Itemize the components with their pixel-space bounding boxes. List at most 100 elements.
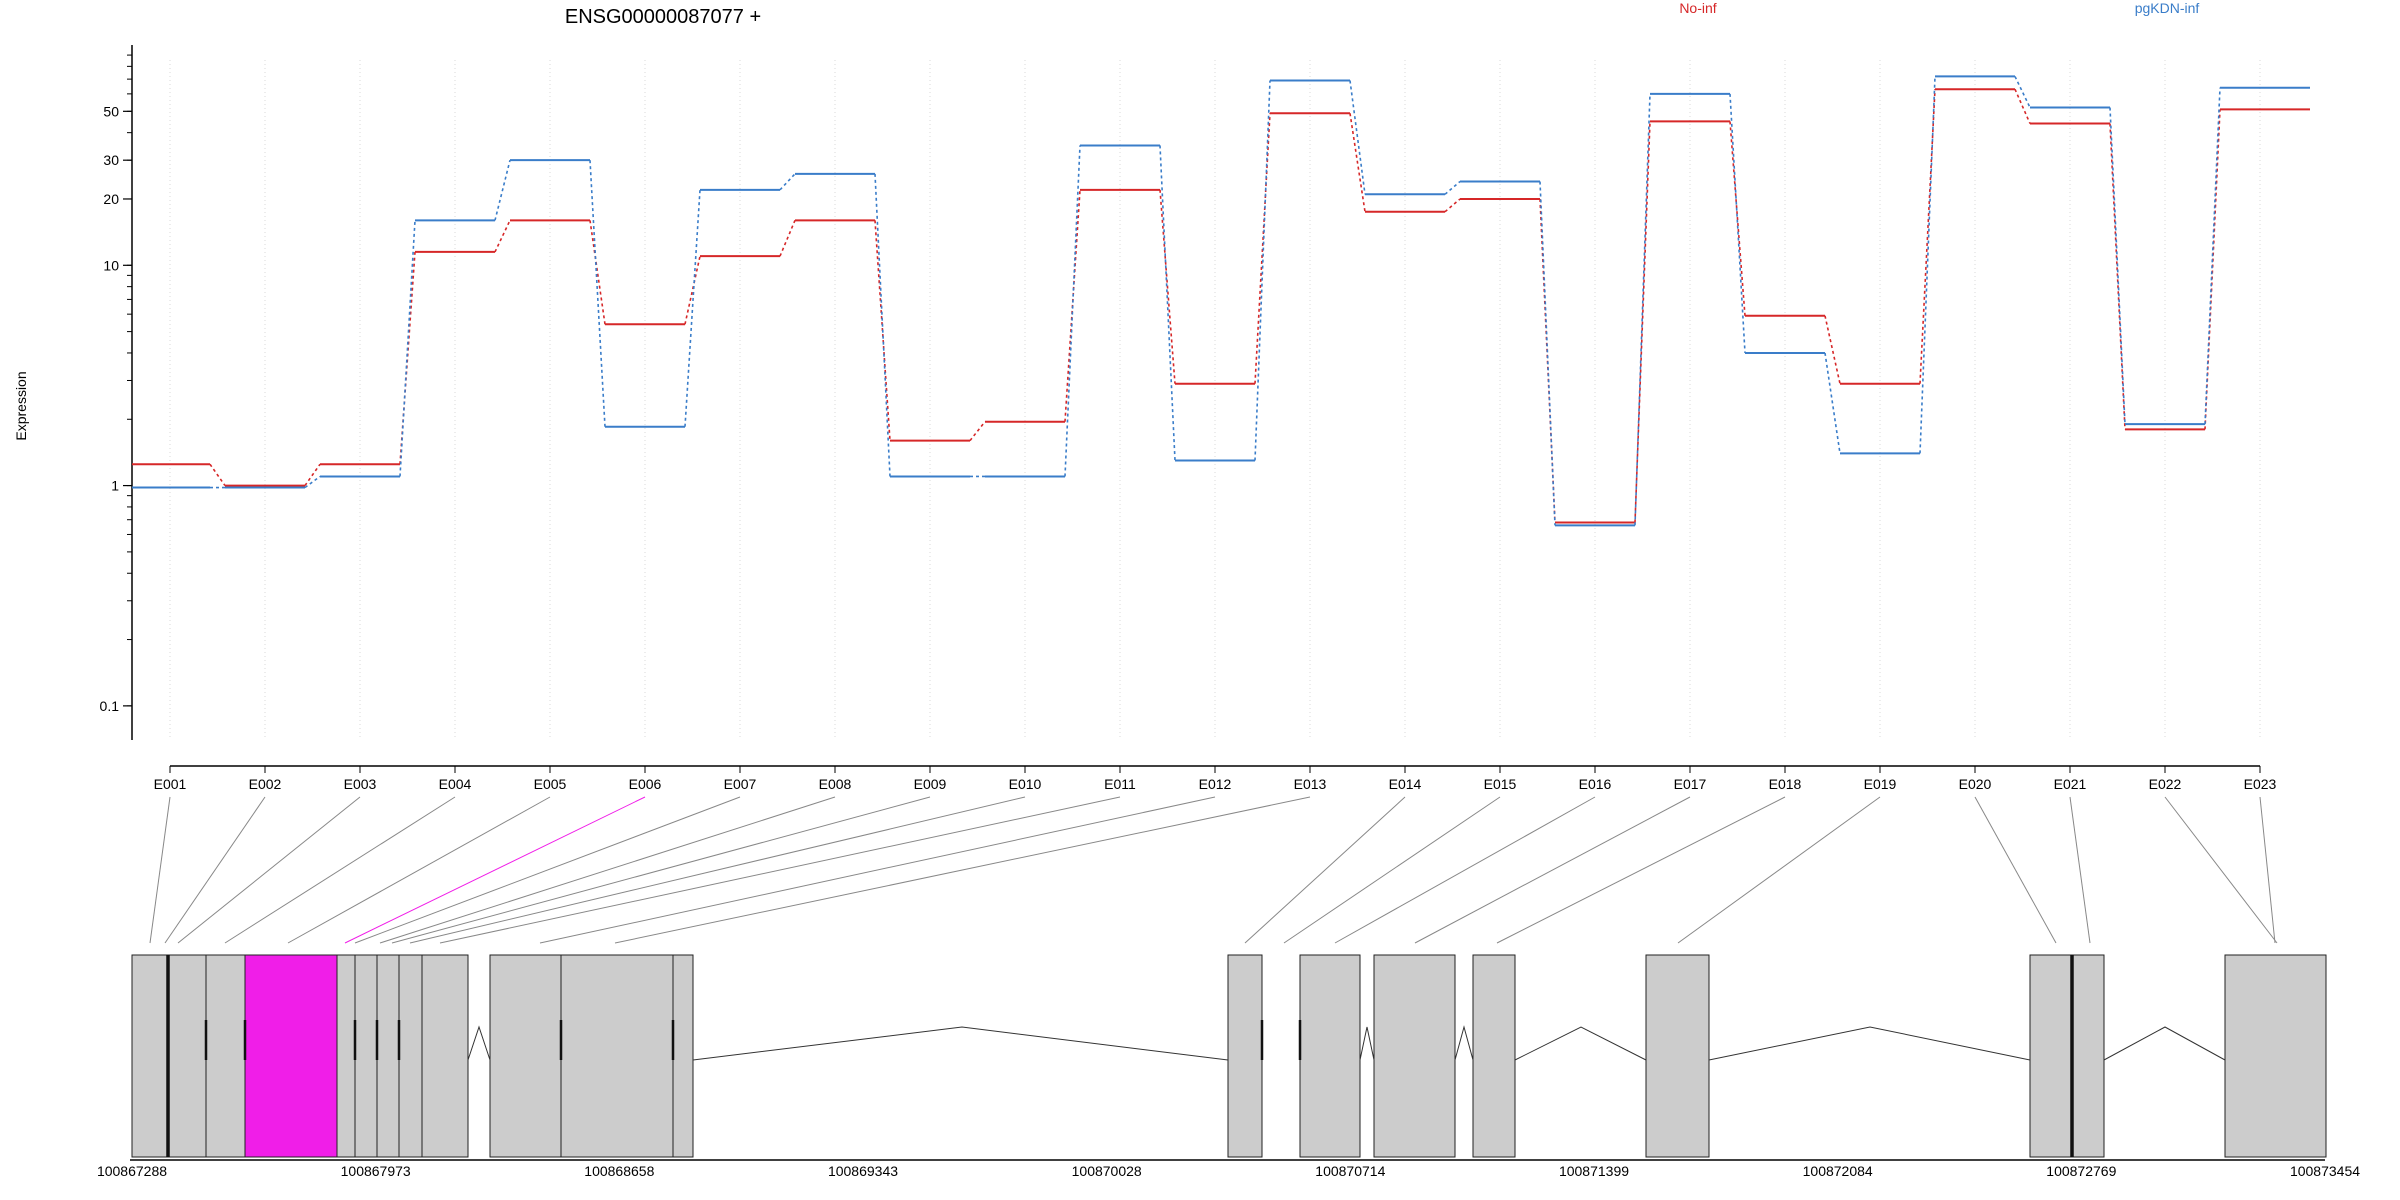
x-tick-label: E018 bbox=[1769, 776, 1802, 792]
exon-connector bbox=[614, 796, 1311, 944]
series-connector bbox=[1349, 80, 1366, 195]
series-connector bbox=[874, 173, 891, 477]
coordinate-label: 100872084 bbox=[1803, 1163, 1873, 1179]
exon-connector bbox=[379, 796, 836, 944]
series-connector bbox=[1159, 145, 1176, 461]
coordinate-label: 100867973 bbox=[341, 1163, 411, 1179]
exon-connector bbox=[2259, 796, 2276, 944]
intron-line bbox=[2103, 1026, 2226, 1061]
exon-connector bbox=[409, 796, 1026, 944]
series-connector bbox=[1729, 93, 1746, 354]
exon-box bbox=[336, 954, 356, 1158]
y-tick-label: 50 bbox=[103, 103, 119, 119]
exon-box bbox=[1373, 954, 1456, 1158]
exon-connector bbox=[1496, 796, 1786, 944]
genomic-coordinate-axis: 100867288 100867973 100868658 100869343 1008… bbox=[97, 1163, 2360, 1179]
x-tick-label: E017 bbox=[1674, 776, 1707, 792]
exon-box bbox=[1227, 954, 1263, 1158]
exon-box bbox=[2071, 954, 2105, 1158]
x-tick-label: E015 bbox=[1484, 776, 1517, 792]
exon-connector bbox=[1677, 796, 1881, 944]
series-connector bbox=[1919, 89, 1936, 384]
series-pgkdn-inf bbox=[132, 75, 2310, 527]
y-axis: 0.1 1 10 20 30 50 bbox=[100, 45, 133, 740]
series-connector bbox=[589, 220, 606, 325]
y-tick-label: 0.1 bbox=[100, 698, 120, 714]
x-tick-label: E011 bbox=[1104, 776, 1136, 792]
intron-line bbox=[1708, 1026, 2031, 1061]
exon-box bbox=[376, 954, 400, 1158]
x-tick-label: E022 bbox=[2149, 776, 2182, 792]
x-tick-label: E016 bbox=[1579, 776, 1612, 792]
x-tick-label: E021 bbox=[2054, 776, 2087, 792]
series-connector bbox=[589, 160, 606, 427]
exon-box bbox=[2224, 954, 2327, 1158]
exon-connector bbox=[164, 796, 266, 944]
exon-connector bbox=[224, 796, 456, 944]
exon-box bbox=[354, 954, 378, 1158]
exon-connector bbox=[2164, 796, 2278, 944]
exon-connector bbox=[354, 796, 741, 944]
x-tick-label: E009 bbox=[914, 776, 947, 792]
exon-box bbox=[421, 954, 469, 1158]
x-tick-label: E003 bbox=[344, 776, 377, 792]
series-connector bbox=[1159, 189, 1176, 384]
x-axis: E001 E002 E003 E004 E005 E006 E007 E008 E009 E010… bbox=[154, 765, 2277, 792]
series-connector bbox=[1064, 145, 1081, 477]
exon-box bbox=[2029, 954, 2073, 1158]
coordinate-label: 100870028 bbox=[1072, 1163, 1142, 1179]
series-connector bbox=[1729, 121, 1746, 316]
x-tick-label: E005 bbox=[534, 776, 567, 792]
exon-box bbox=[672, 954, 694, 1158]
exon-connector bbox=[1283, 796, 1501, 944]
coordinate-label: 100871399 bbox=[1559, 1163, 1629, 1179]
x-tick-label: E023 bbox=[2244, 776, 2277, 792]
x-tick-label: E012 bbox=[1199, 776, 1232, 792]
coordinate-label: 100868658 bbox=[584, 1163, 654, 1179]
vertical-gridlines bbox=[169, 60, 2261, 740]
x-tick-label: E014 bbox=[1389, 776, 1422, 792]
x-tick-label: E010 bbox=[1009, 776, 1042, 792]
series-connector bbox=[2014, 76, 2031, 108]
series-connector bbox=[494, 219, 511, 253]
series-connector bbox=[684, 189, 701, 427]
legend-label-no-inf: No-inf bbox=[1679, 0, 1716, 16]
coordinate-label: 100869343 bbox=[828, 1163, 898, 1179]
series-connector bbox=[304, 475, 321, 489]
coordinate-label: 100872769 bbox=[2046, 1163, 2116, 1179]
series-connector bbox=[779, 220, 796, 257]
y-tick-label: 1 bbox=[111, 478, 119, 494]
exon-box bbox=[398, 954, 423, 1158]
series-connector bbox=[494, 159, 511, 221]
series-connector bbox=[969, 421, 986, 442]
x-tick-label: E006 bbox=[629, 776, 662, 792]
x-tick-label: E008 bbox=[819, 776, 852, 792]
x-tick-label: E001 bbox=[154, 776, 187, 792]
series-connector bbox=[2014, 88, 2031, 124]
exon-connector bbox=[539, 796, 1216, 944]
x-tick-label: E004 bbox=[439, 776, 472, 792]
gene-model bbox=[130, 954, 2327, 1161]
series-connector bbox=[1634, 93, 1651, 526]
exon-connector bbox=[1244, 796, 1406, 944]
exon-box bbox=[205, 954, 246, 1158]
exon-box bbox=[1299, 954, 1361, 1158]
series-connector bbox=[1349, 113, 1366, 212]
series-connector bbox=[399, 220, 416, 477]
legend-label-pgkdn-inf: pgKDN-inf bbox=[2135, 0, 2200, 16]
series-connector bbox=[304, 463, 321, 487]
x-tick-label: E013 bbox=[1294, 776, 1327, 792]
series-connector bbox=[1539, 181, 1556, 526]
series-connector bbox=[684, 256, 701, 325]
y-tick-label: 10 bbox=[103, 257, 119, 273]
coordinate-label: 100870714 bbox=[1315, 1163, 1385, 1179]
exon-box bbox=[1645, 954, 1710, 1158]
y-axis-label: Expression bbox=[13, 371, 29, 440]
series-connector bbox=[209, 463, 226, 487]
series-connector bbox=[1919, 76, 1936, 454]
x-tick-label: E002 bbox=[249, 776, 282, 792]
exon-connector bbox=[1414, 796, 1691, 944]
exon-box bbox=[1472, 954, 1516, 1158]
series-connector bbox=[2109, 107, 2126, 425]
series-connector bbox=[1444, 180, 1461, 195]
